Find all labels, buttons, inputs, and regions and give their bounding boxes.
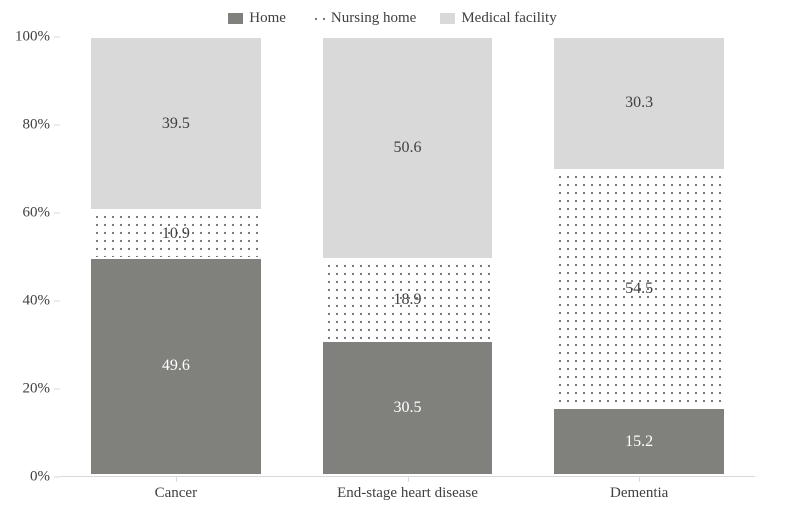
bar-segment-medical: 50.6 (322, 37, 493, 259)
legend-label-home: Home (249, 10, 286, 27)
legend-swatch-home (228, 13, 243, 24)
legend-swatch-medical (440, 13, 455, 24)
data-label: 30.5 (394, 399, 422, 417)
plot: 49.6 10.9 39.5 30.5 18.9 50.6 15.2 54.5 30.3 (60, 37, 755, 477)
y-tick-label: 80% (23, 117, 51, 134)
legend-item-nursing: Nursing home (310, 10, 416, 27)
y-tick-label: 20% (23, 381, 51, 398)
legend-swatch-nursing (310, 13, 325, 24)
legend-item-home: Home (228, 10, 286, 27)
bar: 49.6 10.9 39.5 (90, 37, 261, 475)
bar-segment-home: 30.5 (322, 341, 493, 475)
data-label: 49.6 (162, 357, 190, 375)
y-tick-label: 0% (30, 469, 50, 486)
bar-segment-medical: 39.5 (90, 37, 261, 210)
data-label: 15.2 (625, 433, 653, 451)
stacked-bar-chart: Home Nursing home Medical facility 0% 20%… (0, 0, 785, 520)
legend-label-medical: Medical facility (461, 10, 556, 27)
y-tick-label: 60% (23, 205, 51, 222)
legend-label-nursing: Nursing home (331, 10, 416, 27)
bar-segment-nursing: 10.9 (90, 210, 261, 258)
y-axis: 0%20%40%60%80%100% (0, 37, 60, 477)
data-label: 39.5 (162, 115, 190, 133)
bar-slot: 30.5 18.9 50.6 (292, 37, 524, 475)
data-label: 54.5 (625, 280, 653, 298)
data-label: 10.9 (162, 225, 190, 243)
bar: 15.2 54.5 30.3 (553, 37, 724, 475)
bar-segment-nursing: 18.9 (322, 259, 493, 342)
data-label: 18.9 (394, 291, 422, 309)
data-label: 50.6 (394, 139, 422, 157)
plot-area: 0%20%40%60%80%100% 49.610.939.530.518.95… (0, 37, 785, 477)
bar-slot: 49.6 10.9 39.5 (60, 37, 292, 475)
data-label: 30.3 (625, 94, 653, 112)
bar-segment-nursing: 54.5 (553, 170, 724, 409)
bar: 30.5 18.9 50.6 (322, 37, 493, 475)
bars-row: 49.6 10.9 39.5 30.5 18.9 50.6 15.2 54.5 30.3 (60, 37, 755, 475)
y-tick-label: 40% (23, 293, 51, 310)
bar-segment-home: 15.2 (553, 408, 724, 475)
y-tick-label: 100% (15, 29, 50, 46)
bar-segment-home: 49.6 (90, 258, 261, 475)
bar-slot: 15.2 54.5 30.3 (523, 37, 755, 475)
legend-item-medical: Medical facility (440, 10, 556, 27)
bar-segment-medical: 30.3 (553, 37, 724, 170)
legend: Home Nursing home Medical facility (0, 10, 785, 27)
